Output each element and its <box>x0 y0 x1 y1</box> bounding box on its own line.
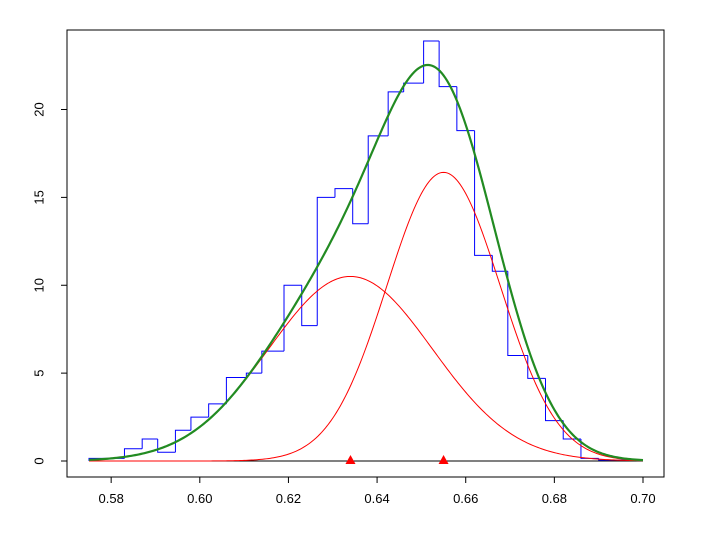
histogram-bin <box>387 91 404 136</box>
histogram-bin <box>367 135 389 224</box>
x-tick-label: 0.58 <box>99 491 124 506</box>
histogram-bin <box>245 372 262 378</box>
component-mean-marker <box>438 455 449 464</box>
plot-area <box>88 40 644 464</box>
histogram-bin <box>403 82 424 92</box>
histogram-bin <box>301 285 318 327</box>
y-tick-label: 10 <box>31 278 46 292</box>
histogram-bin <box>316 196 335 326</box>
y-tick-label: 5 <box>31 370 46 377</box>
histogram-bin <box>174 429 191 453</box>
histogram-bin <box>141 438 158 449</box>
x-axis: 0.58 0.60 0.62 0.64 0.66 0.68 0.70 <box>99 476 656 506</box>
histogram-bin <box>225 377 247 404</box>
x-tick-label: 0.70 <box>630 491 655 506</box>
histogram-bin <box>562 420 581 440</box>
histogram-bin <box>157 439 176 453</box>
histogram-bin <box>261 350 285 374</box>
mixture-density-curve <box>88 63 644 462</box>
histogram-bin <box>123 448 143 459</box>
x-tick-label: 0.66 <box>453 491 478 506</box>
histogram-bin <box>283 284 302 352</box>
histogram-bin <box>352 188 369 225</box>
histogram-bin <box>190 416 209 431</box>
histogram-bin <box>527 355 546 379</box>
component-density-curve <box>88 275 644 462</box>
component-density-curve <box>89 171 644 462</box>
component-mean-marker <box>345 455 356 464</box>
histogram-bin <box>423 40 440 84</box>
y-tick-label: 0 <box>31 457 46 464</box>
histogram-bin <box>208 403 227 418</box>
y-tick-label: 20 <box>31 102 46 116</box>
x-tick-label: 0.68 <box>542 491 567 506</box>
x-tick-label: 0.60 <box>187 491 212 506</box>
histogram-bin <box>334 188 353 198</box>
histogram-bin <box>438 40 457 88</box>
y-tick-label: 15 <box>31 190 46 204</box>
y-axis: 0 5 10 15 20 <box>31 102 68 465</box>
histogram-bin <box>474 130 493 256</box>
x-tick-label: 0.64 <box>364 491 389 506</box>
plot-frame <box>66 29 665 478</box>
histogram-bin <box>507 271 528 357</box>
x-tick-label: 0.62 <box>276 491 301 506</box>
